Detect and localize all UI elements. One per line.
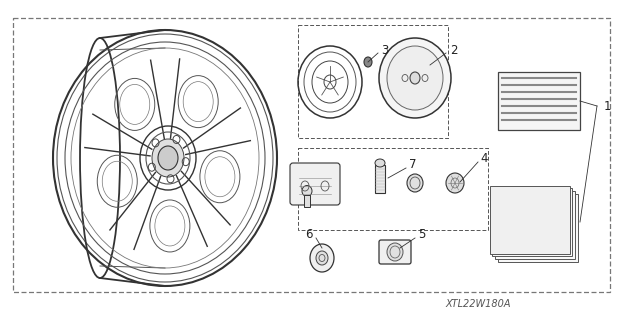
- Ellipse shape: [310, 244, 334, 272]
- FancyBboxPatch shape: [492, 188, 572, 256]
- Ellipse shape: [375, 159, 385, 167]
- Text: 6: 6: [305, 228, 313, 241]
- Bar: [304, 195, 310, 207]
- Bar: [13, 18, 610, 292]
- Ellipse shape: [364, 57, 372, 67]
- Ellipse shape: [407, 174, 423, 192]
- Bar: [298, 25, 448, 138]
- Ellipse shape: [387, 46, 443, 110]
- Ellipse shape: [302, 186, 312, 197]
- FancyBboxPatch shape: [498, 194, 578, 262]
- FancyBboxPatch shape: [290, 163, 340, 205]
- Text: 5: 5: [418, 228, 426, 241]
- Ellipse shape: [158, 146, 178, 170]
- Text: 7: 7: [409, 159, 417, 172]
- FancyBboxPatch shape: [490, 186, 570, 254]
- Ellipse shape: [152, 139, 184, 177]
- Ellipse shape: [316, 251, 328, 265]
- Bar: [375, 165, 385, 193]
- FancyBboxPatch shape: [379, 240, 411, 264]
- Ellipse shape: [387, 243, 403, 261]
- Ellipse shape: [410, 72, 420, 84]
- Ellipse shape: [379, 38, 451, 118]
- Bar: [298, 148, 488, 230]
- Text: 3: 3: [381, 43, 388, 56]
- Bar: [498, 72, 580, 130]
- FancyBboxPatch shape: [495, 191, 575, 259]
- Text: 2: 2: [450, 43, 458, 56]
- Text: 1: 1: [604, 100, 611, 113]
- Text: 4: 4: [480, 152, 488, 165]
- Ellipse shape: [446, 173, 464, 193]
- Text: XTL22W180A: XTL22W180A: [445, 299, 511, 309]
